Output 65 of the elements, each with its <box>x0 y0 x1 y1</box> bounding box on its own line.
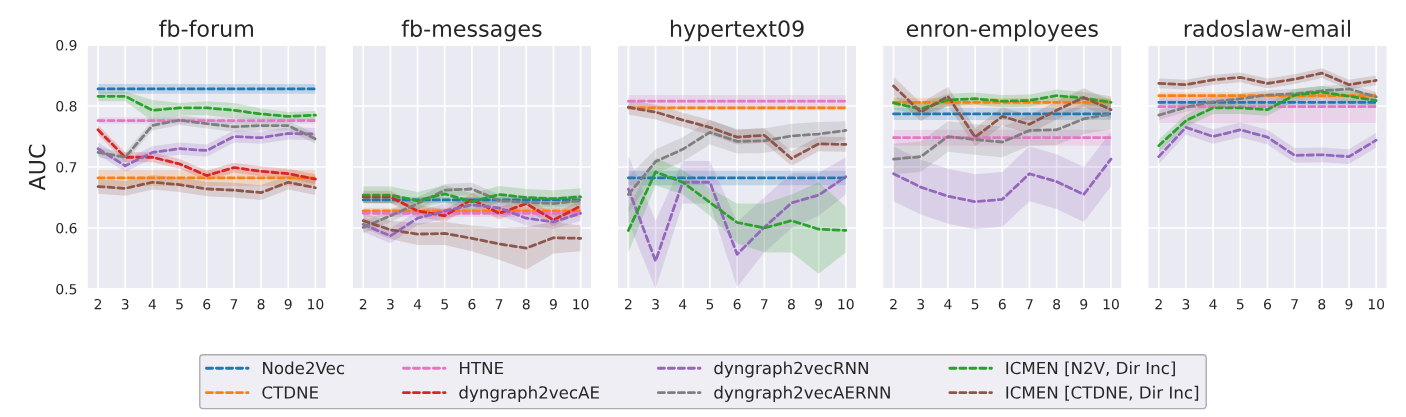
x-tick-label: 6 <box>733 298 741 310</box>
x-tick-label: 2 <box>625 298 632 310</box>
x-tick-label: 9 <box>284 298 292 310</box>
x-tick-label: 8 <box>257 298 265 310</box>
line-series <box>96 180 317 195</box>
x-tick-label: 5 <box>441 299 448 310</box>
x-tick-label: 10 <box>838 298 854 310</box>
chart-title: hypertext09 <box>670 19 804 42</box>
x-tick-label: 3 <box>1182 298 1190 310</box>
x-tick-label: 7 <box>1291 299 1298 310</box>
chart-title: enron-employees <box>906 19 1098 42</box>
x-tick-label: 2 <box>1155 298 1162 310</box>
x-tick-label: 4 <box>1209 299 1217 310</box>
x-tick-label: 4 <box>413 299 422 310</box>
legend-label: dyngraph2vecAERNN <box>714 385 890 402</box>
y-tick-label: 0.7 <box>56 161 77 173</box>
x-tick-label: 8 <box>1053 298 1061 310</box>
legend-label: Node2Vec <box>263 361 345 375</box>
x-tick-label: 6 <box>468 298 476 310</box>
x-tick-label: 5 <box>176 299 183 310</box>
chart-title: fb-messages <box>401 19 542 42</box>
x-tick-label: 3 <box>917 298 925 310</box>
chart-title: radoslaw-email <box>1184 19 1351 38</box>
x-tick-label: 6 <box>1264 298 1271 310</box>
x-tick-label: 7 <box>760 299 768 310</box>
x-tick-label: 4 <box>944 299 952 310</box>
x-tick-label: 10 <box>573 298 589 310</box>
x-tick-label: 8 <box>1318 298 1326 310</box>
x-tick-label: 5 <box>706 299 714 310</box>
x-tick-label: 8 <box>787 298 795 310</box>
x-tick-label: 3 <box>387 298 394 310</box>
x-tick-label: 4 <box>148 299 157 310</box>
x-tick-label: 2 <box>359 298 367 310</box>
x-tick-label: 7 <box>230 299 238 310</box>
legend-label: ICMEN [N2V, Dir Inc] <box>1006 361 1175 377</box>
x-tick-label: 10 <box>1103 298 1119 310</box>
x-tick-label: 3 <box>652 298 659 310</box>
x-tick-label: 9 <box>549 298 557 310</box>
x-tick-label: 6 <box>998 298 1006 310</box>
legend-label: dyngraph2vecAE <box>459 385 599 402</box>
x-tick-label: 2 <box>94 298 102 310</box>
y-tick-label: 0.6 <box>56 222 77 234</box>
legend-label: CTDNE <box>262 386 319 399</box>
y-tick-label: 0.8 <box>56 100 77 112</box>
x-tick-label: 10 <box>1368 298 1385 310</box>
chart-title: fb-forum <box>159 19 253 38</box>
x-tick-label: 3 <box>121 298 129 310</box>
x-tick-label: 9 <box>815 298 823 310</box>
x-tick-label: 9 <box>1080 298 1088 310</box>
x-tick-label: 4 <box>679 299 687 310</box>
x-tick-label: 10 <box>308 298 324 310</box>
x-tick-label: 2 <box>890 298 897 310</box>
legend-label: dyngraph2vecRNN <box>714 361 868 378</box>
x-tick-label: 7 <box>495 299 503 310</box>
legend-label: ICMEN [CTDNE, Dir Inc] <box>1006 385 1199 401</box>
x-tick-label: 9 <box>1345 298 1353 310</box>
x-tick-label: 8 <box>522 298 530 310</box>
x-tick-label: 5 <box>971 299 979 310</box>
y-tick-label: 0.9 <box>56 40 77 51</box>
x-tick-label: 6 <box>203 298 211 310</box>
x-tick-label: 7 <box>1026 299 1033 310</box>
legend-label: HTNE <box>460 361 504 375</box>
x-tick-label: 5 <box>1236 299 1244 310</box>
y-axis-title: AUC <box>28 144 46 191</box>
y-tick-label: 0.5 <box>56 283 77 295</box>
